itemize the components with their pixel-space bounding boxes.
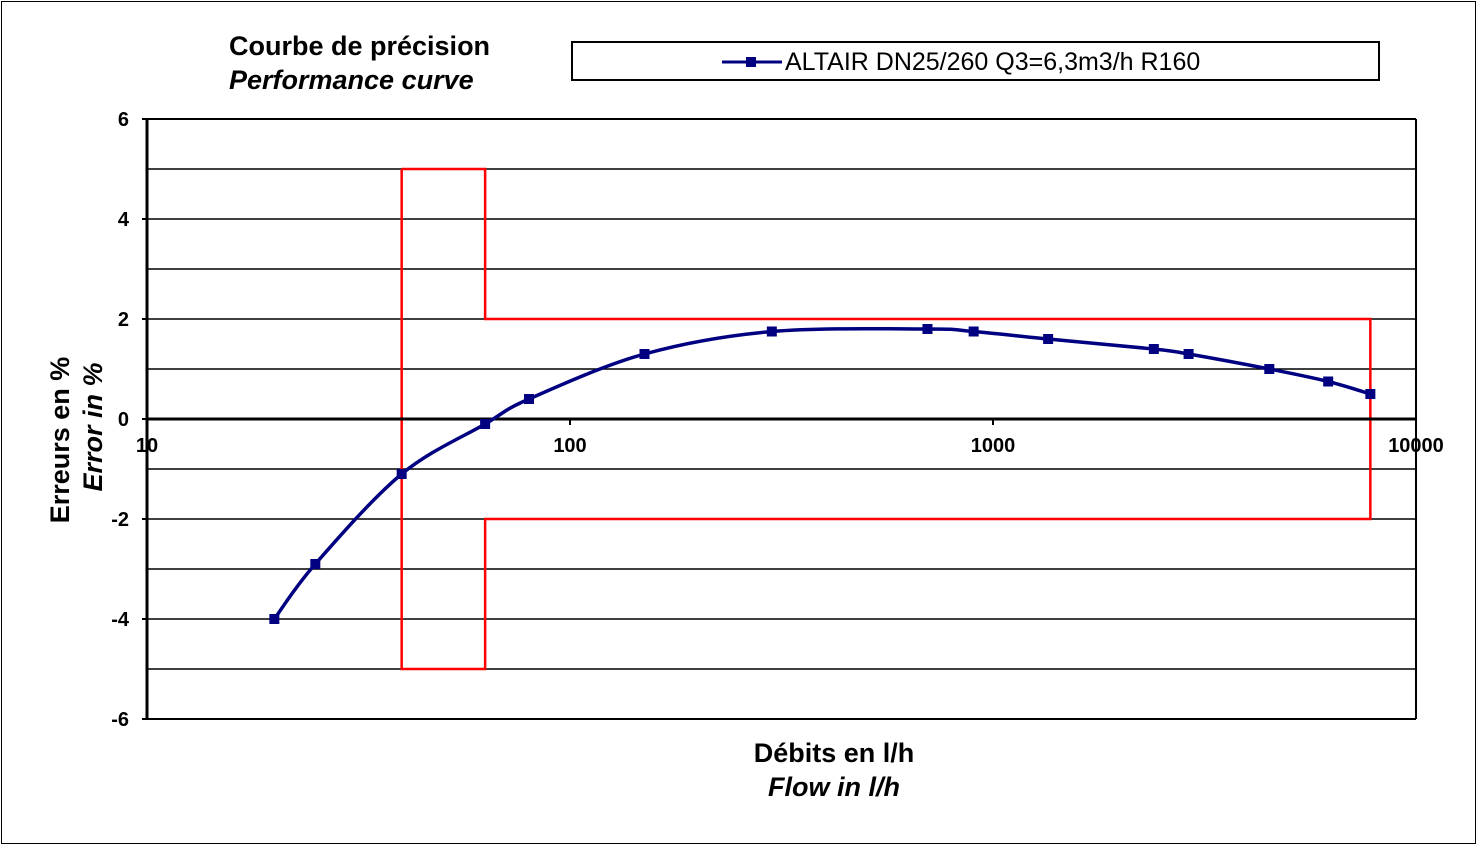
data-point <box>396 469 407 479</box>
plot-area <box>145 118 1417 720</box>
data-point <box>968 326 979 337</box>
x-tick-label: 100 <box>553 435 586 457</box>
series-line <box>272 326 1371 621</box>
chart-title: Courbe de précision <box>229 31 490 61</box>
x-tick-label: 1000 <box>971 435 1016 457</box>
tolerance-envelope <box>400 167 1372 671</box>
data-point <box>1148 344 1159 354</box>
data-point <box>524 394 535 404</box>
data-point <box>1183 349 1194 359</box>
data-point <box>639 349 650 359</box>
x-tick-label: 10 <box>136 435 158 457</box>
data-point <box>1365 389 1376 399</box>
y-tick-label: 4 <box>118 209 130 231</box>
y-axis-title-en: Error in % <box>78 362 108 491</box>
data-point <box>1323 376 1334 387</box>
data-point <box>1264 364 1275 374</box>
x-tick-label: 10000 <box>1388 435 1444 457</box>
chart-subtitle: Performance curve <box>229 65 474 95</box>
y-tick-label: -2 <box>111 509 129 531</box>
data-point <box>1043 334 1054 344</box>
data-point <box>310 559 321 569</box>
x-axis-title-en: Flow in l/h <box>768 772 900 802</box>
data-point <box>269 614 280 624</box>
y-tick-label: 6 <box>118 109 129 131</box>
y-tick-label: 2 <box>118 309 129 331</box>
legend-box <box>571 41 1380 81</box>
y-axis-ticks: -6 -4 -2 0 2 4 6 <box>111 109 147 731</box>
legend: ALTAIR DN25/260 Q3=6,3m3/h R160 <box>571 41 1380 81</box>
tolerance-envelope-line <box>400 167 1372 671</box>
legend-label: ALTAIR DN25/260 Q3=6,3m3/h R160 <box>785 48 1200 76</box>
y-tick-label: 0 <box>118 409 129 431</box>
x-axis-title: Débits en l/h <box>754 738 915 768</box>
x-axis-ticks: 10 100 1000 10000 <box>136 419 1444 457</box>
y-tick-label: -4 <box>111 609 130 631</box>
data-point <box>922 324 933 334</box>
series-layer <box>269 324 1376 624</box>
y-tick-label: -6 <box>111 709 129 731</box>
y-axis-title: Erreurs en % <box>45 357 75 524</box>
legend-marker <box>746 57 756 67</box>
data-point <box>766 326 777 337</box>
data-point <box>480 419 491 429</box>
